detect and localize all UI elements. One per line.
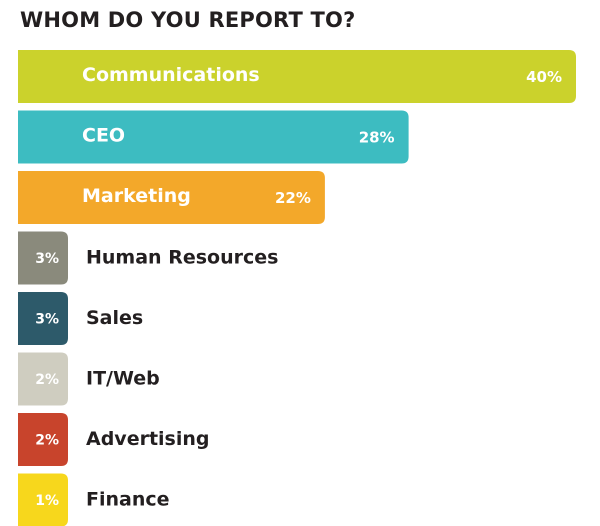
- value-label-communications: 40%: [526, 68, 562, 86]
- value-label-finance: 1%: [35, 493, 59, 509]
- category-label-marketing: Marketing: [82, 185, 191, 207]
- value-label-it-web: 2%: [35, 372, 59, 388]
- bar-row-advertising: 2% Advertising: [18, 413, 210, 466]
- bar-marketing: [18, 171, 325, 224]
- category-label-it-web: IT/Web: [86, 368, 160, 390]
- value-label-human-resources: 3%: [35, 251, 59, 267]
- category-label-human-resources: Human Resources: [86, 247, 278, 269]
- category-label-advertising: Advertising: [86, 428, 210, 450]
- value-label-advertising: 2%: [35, 433, 59, 449]
- bar-row-sales: 3% Sales: [18, 292, 143, 345]
- bar-row-marketing: 22% Marketing: [18, 171, 325, 224]
- bar-row-ceo: 28% CEO: [18, 110, 409, 164]
- bar-advertising: [18, 413, 68, 466]
- category-label-communications: Communications: [82, 64, 260, 86]
- bar-ceo: [18, 110, 409, 164]
- bar-row-communications: 40% Communications: [18, 50, 576, 103]
- category-label-finance: Finance: [86, 489, 170, 511]
- bar-row-it-web: 2% IT/Web: [18, 352, 160, 406]
- bar-row-human-resources: 3% Human Resources: [18, 231, 278, 285]
- bar-finance: [18, 473, 68, 526]
- bar-it-web: [18, 352, 68, 406]
- bar-sales: [18, 292, 68, 345]
- value-label-sales: 3%: [35, 312, 59, 328]
- bar-human-resources: [18, 231, 68, 285]
- category-label-ceo: CEO: [82, 125, 125, 147]
- chart-title: WHOM DO YOU REPORT TO?: [20, 8, 356, 32]
- category-label-sales: Sales: [86, 307, 143, 329]
- value-label-marketing: 22%: [275, 189, 311, 207]
- bar-row-finance: 1% Finance: [18, 473, 170, 526]
- bar-communications: [18, 50, 576, 103]
- value-label-ceo: 28%: [359, 129, 395, 147]
